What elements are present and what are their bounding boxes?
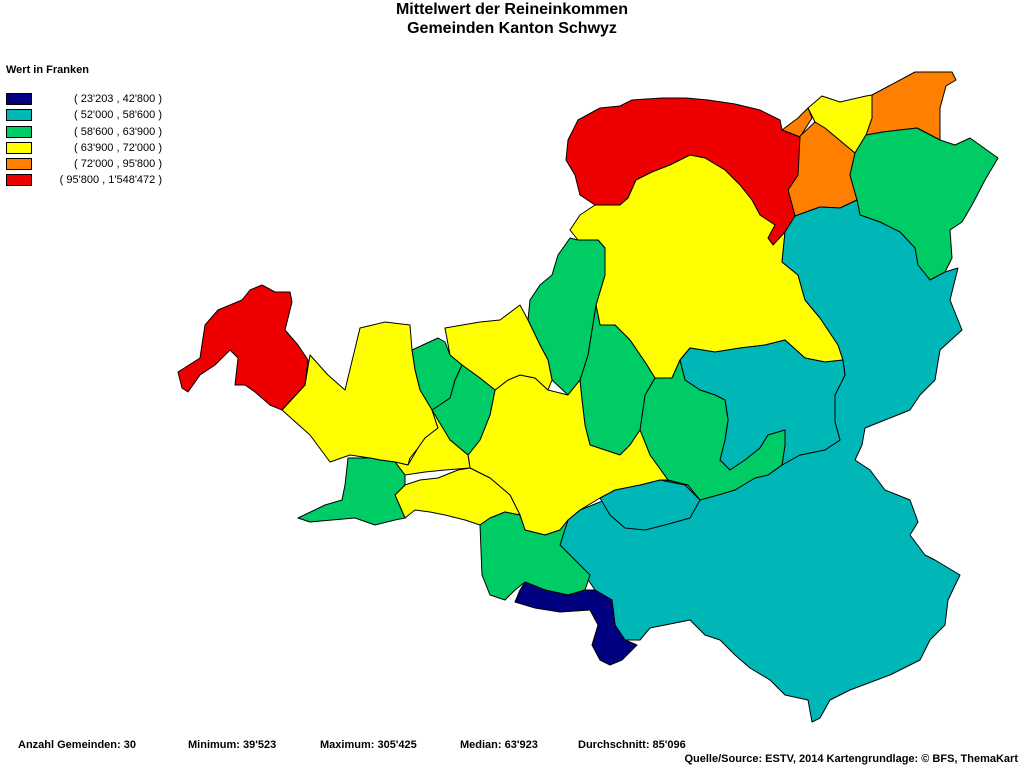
legend-swatch — [6, 93, 32, 105]
municipality-region — [281, 321, 439, 466]
legend-label: ( 63'900 , 72'000 ) — [74, 141, 162, 154]
municipality-region — [297, 457, 406, 526]
legend-swatch — [6, 158, 32, 171]
municipality-region — [514, 581, 638, 666]
legend-item: ( 63'900 , 72'000 ) — [6, 141, 176, 158]
legend-label: ( 95'800 , 1'548'472 ) — [59, 174, 162, 187]
legend-item: ( 52'000 , 58'600 ) — [6, 109, 176, 125]
legend-label: ( 23'203 , 42'800 ) — [74, 93, 162, 105]
legend-swatch — [6, 125, 32, 138]
source-note: Quelle/Source: ESTV, 2014 Kartengrundlag… — [684, 753, 1018, 765]
legend-label: ( 58'600 , 63'900 ) — [74, 125, 162, 138]
municipality-region — [807, 94, 873, 154]
map-title: Mittelwert der Reineinkommen Gemeinden K… — [0, 0, 1024, 38]
legend-label: ( 52'000 , 58'600 ) — [74, 109, 162, 122]
legend-swatch — [6, 109, 32, 122]
municipality-region — [527, 237, 606, 396]
stat-count: Anzahl Gemeinden: 30 — [18, 739, 136, 751]
legend-label: ( 72'000 , 95'800 ) — [74, 158, 162, 171]
legend-title: Wert in Franken — [6, 64, 89, 76]
choropleth-map — [177, 71, 999, 723]
stat-median: Median: 63'923 — [460, 739, 538, 751]
stat-minimum: Minimum: 39'523 — [188, 739, 277, 751]
stat-mean: Durchschnitt: 85'096 — [578, 739, 686, 751]
legend-swatch — [6, 174, 32, 187]
stat-maximum: Maximum: 305'425 — [320, 739, 417, 751]
legend-item: ( 95'800 , 1'548'472 ) — [6, 174, 176, 190]
municipality-region — [479, 511, 591, 601]
legend-item: ( 72'000 , 95'800 ) — [6, 158, 176, 174]
title-line-1: Mittelwert der Reineinkommen — [395, 1, 629, 18]
legend: ( 23'203 , 42'800 ) ( 52'000 , 58'600 ) … — [6, 93, 176, 191]
title-line-2: Gemeinden Kanton Schwyz — [407, 20, 617, 37]
legend-item: ( 23'203 , 42'800 ) — [6, 93, 176, 109]
legend-swatch — [6, 141, 32, 154]
legend-item: ( 58'600 , 63'900 ) — [6, 125, 176, 142]
municipality-region — [177, 284, 309, 411]
